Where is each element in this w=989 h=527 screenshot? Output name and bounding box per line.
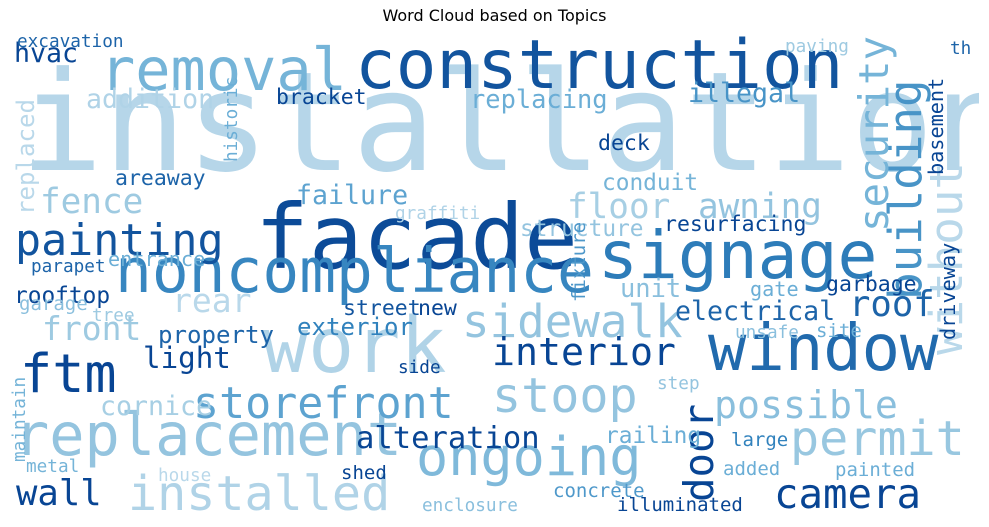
word-entrance: entrance: [108, 247, 205, 271]
word-site: site: [816, 320, 862, 342]
word-removal: removal: [100, 36, 347, 104]
word-stoop: stoop: [492, 368, 638, 424]
word-alteration: alteration: [356, 421, 540, 456]
word-door: door: [675, 404, 723, 502]
word-storefront: storefront: [193, 379, 454, 429]
word-illuminated: illuminated: [617, 494, 743, 516]
word-addition: addition: [86, 84, 214, 115]
word-metal: metal: [26, 457, 79, 477]
word-replacement: replacement: [14, 401, 402, 469]
word-window: window: [708, 312, 939, 386]
word-interior: interior: [492, 331, 676, 375]
word-ftm: ftm: [20, 342, 117, 405]
word-house: house: [158, 466, 211, 486]
word-awning: awning: [698, 187, 822, 227]
word-street: street: [343, 296, 421, 321]
word-building: building: [878, 79, 932, 300]
word-rear: rear: [172, 281, 251, 320]
word-concrete: concrete: [553, 480, 645, 502]
word-shed: shed: [341, 462, 387, 484]
word-maintain: maintain: [10, 377, 30, 462]
word-side: side: [398, 358, 441, 378]
word-rooftop: rooftop: [14, 283, 110, 309]
word-driveway: driveway: [936, 243, 960, 340]
word-unsafe: unsafe: [735, 323, 799, 343]
word-gate: gate: [750, 277, 799, 301]
word-areaway: areaway: [115, 166, 206, 191]
word-graffiti: graffiti: [395, 204, 480, 224]
word-exterior: exterior: [297, 313, 413, 341]
word-tree: tree: [92, 306, 135, 326]
word-excavation: excavation: [17, 32, 124, 52]
word-fixture: fixture: [568, 222, 590, 302]
word-possible: possible: [714, 384, 898, 428]
chart-title: Word Cloud based on Topics: [382, 6, 607, 25]
word-bracket: bracket: [276, 85, 367, 110]
word-failure: failure: [296, 180, 408, 211]
word-security: security: [850, 36, 898, 232]
word-conduit: conduit: [602, 170, 698, 196]
word-signage: signage: [598, 216, 877, 294]
word-without: without: [919, 162, 973, 355]
word-parapet: parapet: [31, 257, 106, 277]
word-property: property: [158, 321, 274, 349]
word-large: large: [731, 429, 788, 451]
word-garage: garage: [19, 293, 88, 315]
word-th: th: [950, 39, 971, 59]
word-railing: railing: [605, 423, 701, 449]
word-sidewalk: sidewalk: [462, 294, 683, 348]
word-step: step: [657, 374, 700, 394]
word-camera: camera: [774, 470, 921, 518]
word-fence: fence: [40, 182, 143, 222]
word-electrical: electrical: [675, 296, 835, 327]
word-work: work: [262, 302, 446, 391]
word-enclosure: enclosure: [422, 496, 518, 516]
word-paving: paving: [785, 37, 849, 57]
word-garbage: garbage: [826, 272, 917, 297]
word-floor: floor: [567, 187, 670, 227]
word-replaced: replaced: [12, 99, 40, 215]
word-resurfacing: resurfacing: [664, 212, 806, 237]
word-historic: historic: [222, 77, 242, 162]
word-light: light: [143, 341, 231, 375]
word-noncompliance: noncompliance: [115, 236, 594, 307]
word-ongoing: ongoing: [416, 425, 641, 488]
word-unit: unit: [620, 273, 681, 303]
word-added: added: [723, 458, 780, 480]
word-facade: facade: [255, 186, 578, 290]
word-basement: basement: [924, 78, 948, 175]
word-installed: installed: [128, 466, 390, 522]
word-construction: construction: [355, 32, 843, 104]
word-permit: permit: [790, 411, 965, 467]
word-replacing: replacing: [470, 84, 608, 114]
word-painting: painting: [15, 216, 224, 266]
word-new: new: [418, 296, 457, 321]
word-installation: installation: [20, 42, 979, 203]
word-wall: wall: [16, 473, 102, 514]
word-cornice: cornice: [100, 391, 212, 422]
word-illegal: illegal: [688, 78, 800, 109]
word-deck: deck: [598, 131, 650, 156]
word-hvac: hvac: [14, 38, 78, 69]
word-front: front: [42, 309, 141, 348]
word-structure: structure: [520, 216, 644, 242]
word-roof: roof: [849, 284, 935, 325]
word-painted: painted: [835, 459, 915, 481]
